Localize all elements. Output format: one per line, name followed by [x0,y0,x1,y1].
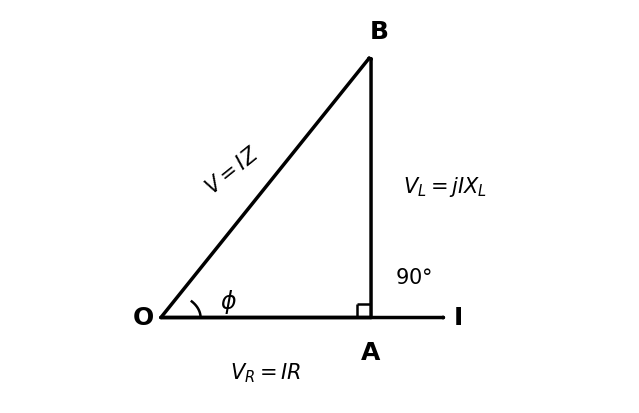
Text: O: O [132,306,154,330]
Text: $V = IZ$: $V = IZ$ [201,143,263,198]
Text: $\phi$: $\phi$ [220,288,236,316]
Text: I: I [454,306,463,330]
Text: $V_L = jIX_L$: $V_L = jIX_L$ [403,175,487,199]
Text: A: A [362,341,381,365]
Text: $V_R = IR$: $V_R = IR$ [230,361,302,385]
Text: $90°$: $90°$ [395,268,432,288]
Text: B: B [369,20,389,44]
